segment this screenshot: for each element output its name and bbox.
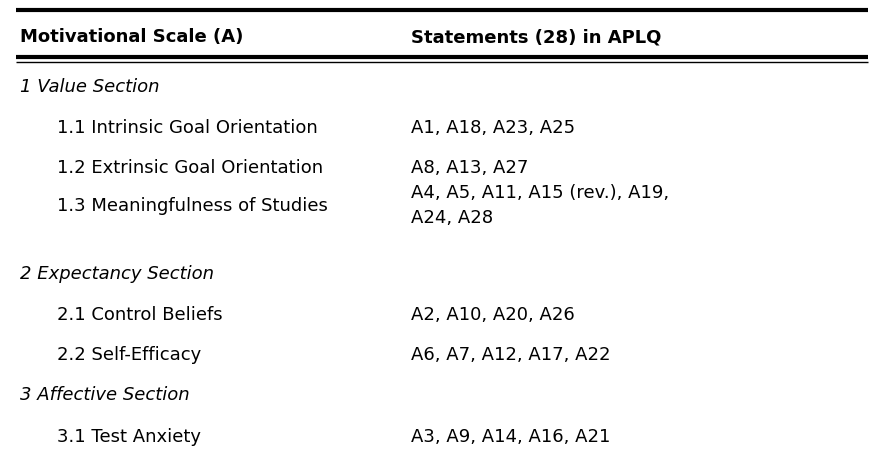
Text: 2 Expectancy Section: 2 Expectancy Section: [20, 265, 214, 283]
Text: 1.2 Extrinsic Goal Orientation: 1.2 Extrinsic Goal Orientation: [57, 159, 324, 177]
Text: Motivational Scale (A): Motivational Scale (A): [20, 28, 244, 46]
Text: A1, A18, A23, A25: A1, A18, A23, A25: [411, 119, 575, 137]
Text: 1 Value Section: 1 Value Section: [20, 78, 160, 96]
Text: 3 Affective Section: 3 Affective Section: [20, 386, 190, 404]
Text: A6, A7, A12, A17, A22: A6, A7, A12, A17, A22: [411, 346, 611, 364]
Text: 3.1 Test Anxiety: 3.1 Test Anxiety: [57, 428, 202, 446]
Text: 1.1 Intrinsic Goal Orientation: 1.1 Intrinsic Goal Orientation: [57, 119, 318, 137]
Text: 2.1 Control Beliefs: 2.1 Control Beliefs: [57, 306, 223, 324]
Text: 1.3 Meaningfulness of Studies: 1.3 Meaningfulness of Studies: [57, 197, 328, 215]
Text: A2, A10, A20, A26: A2, A10, A20, A26: [411, 306, 575, 324]
Text: A8, A13, A27: A8, A13, A27: [411, 159, 529, 177]
Text: A3, A9, A14, A16, A21: A3, A9, A14, A16, A21: [411, 428, 611, 446]
Text: 2.2 Self-Efficacy: 2.2 Self-Efficacy: [57, 346, 202, 364]
Text: A4, A5, A11, A15 (rev.), A19,
A24, A28: A4, A5, A11, A15 (rev.), A19, A24, A28: [411, 184, 669, 227]
Text: Statements (28) in APLQ: Statements (28) in APLQ: [411, 28, 661, 46]
